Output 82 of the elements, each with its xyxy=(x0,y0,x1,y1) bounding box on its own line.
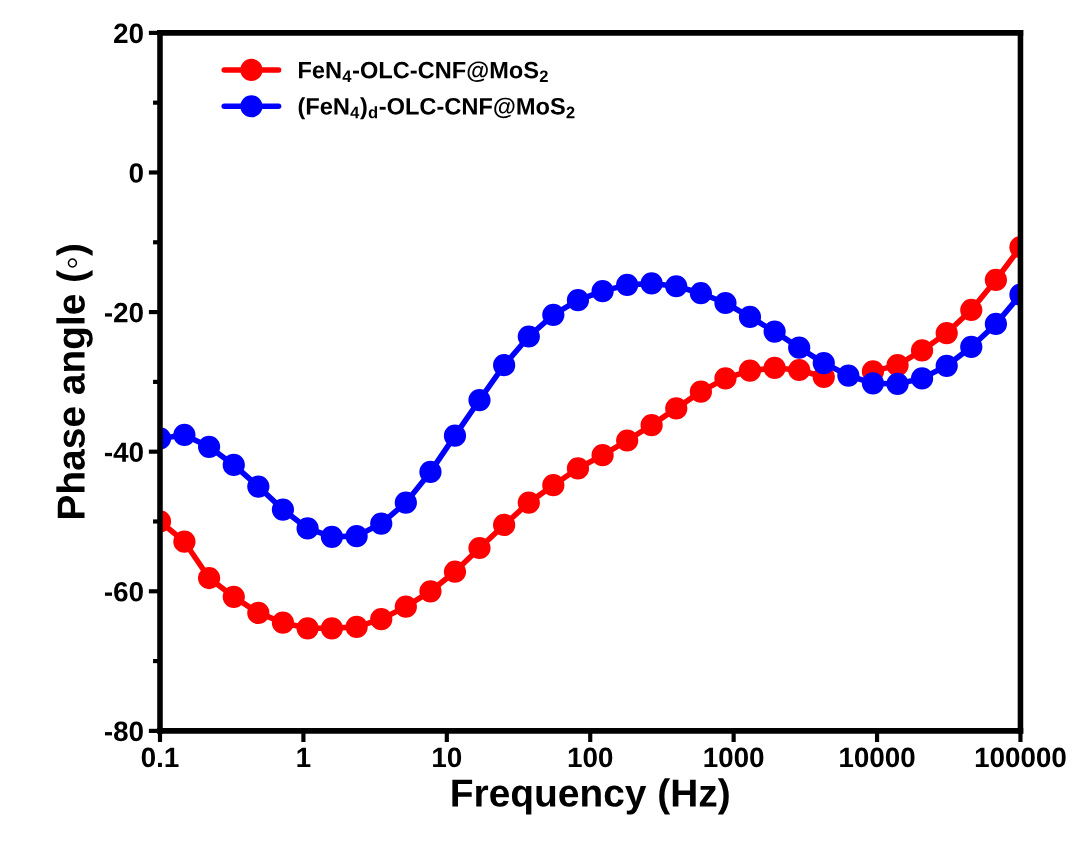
point xyxy=(542,474,565,497)
point xyxy=(247,601,270,625)
point xyxy=(665,397,688,420)
point xyxy=(320,617,343,640)
point xyxy=(296,517,319,540)
point xyxy=(394,595,417,618)
point xyxy=(542,303,565,326)
point xyxy=(271,611,295,634)
x-tick-label: 100000 xyxy=(975,747,1066,768)
point xyxy=(910,339,934,362)
point xyxy=(714,367,737,390)
point xyxy=(812,351,835,375)
legend-label: (FeN$_{4}$)$_{d}$-OLC-CNF@MoS$_{2}$ xyxy=(298,97,575,120)
y-axis-title: Phase angle (◦) xyxy=(56,245,93,518)
y-tick-label: -20 xyxy=(104,302,143,323)
point xyxy=(345,615,368,638)
point xyxy=(640,414,663,437)
point xyxy=(345,525,368,548)
point xyxy=(173,530,196,553)
point xyxy=(714,291,737,315)
point xyxy=(689,380,712,403)
point xyxy=(197,566,221,590)
point xyxy=(738,359,762,382)
point xyxy=(370,608,393,631)
point xyxy=(960,298,983,322)
y-tick-label: -60 xyxy=(104,581,143,602)
point xyxy=(493,513,516,537)
point xyxy=(320,525,343,548)
point xyxy=(468,536,491,560)
point xyxy=(517,325,540,348)
point xyxy=(517,491,540,514)
point xyxy=(296,617,319,640)
point xyxy=(788,358,811,382)
x-tick-label: 100 xyxy=(568,747,613,768)
point xyxy=(271,498,295,521)
point xyxy=(468,388,491,412)
point xyxy=(886,354,909,377)
point xyxy=(935,354,958,377)
point xyxy=(763,320,786,343)
point xyxy=(591,444,614,467)
point xyxy=(640,272,663,295)
y-tick-label: 20 xyxy=(114,23,143,44)
point xyxy=(910,367,934,390)
point xyxy=(788,336,811,359)
point xyxy=(443,560,467,583)
point xyxy=(763,356,786,380)
point xyxy=(443,424,467,447)
point xyxy=(222,585,245,608)
legend-label: FeN$_{4}$-OLC-CNF@MoS$_{2}$ xyxy=(299,61,548,82)
point xyxy=(837,364,860,387)
point xyxy=(419,460,442,484)
y-tick-label: -80 xyxy=(104,721,143,742)
point xyxy=(984,268,1007,292)
point xyxy=(247,475,270,498)
point xyxy=(370,512,393,535)
point xyxy=(861,372,885,395)
point xyxy=(566,289,590,312)
point xyxy=(689,282,712,305)
point xyxy=(616,429,639,452)
point xyxy=(394,491,417,514)
point xyxy=(566,457,590,480)
point xyxy=(222,453,245,477)
x-tick-label: 1000 xyxy=(704,747,764,768)
y-tick-label: 0 xyxy=(129,163,143,183)
point xyxy=(738,305,762,329)
point xyxy=(173,423,196,447)
point xyxy=(493,354,516,377)
point xyxy=(197,435,221,458)
x-tick-label: 10000 xyxy=(840,747,915,768)
point xyxy=(591,280,614,303)
point xyxy=(665,275,688,298)
point xyxy=(419,580,442,603)
point xyxy=(960,335,983,359)
y-tick-label: -40 xyxy=(104,442,143,463)
point xyxy=(935,321,958,345)
x-tick-label: 0.1 xyxy=(141,747,179,768)
point xyxy=(886,372,909,396)
point xyxy=(984,312,1007,336)
x-axis-title: Frequency (Hz) xyxy=(452,778,729,815)
point xyxy=(616,273,639,296)
x-tick-label: 10 xyxy=(433,747,462,768)
x-tick-label: 1 xyxy=(297,747,311,767)
